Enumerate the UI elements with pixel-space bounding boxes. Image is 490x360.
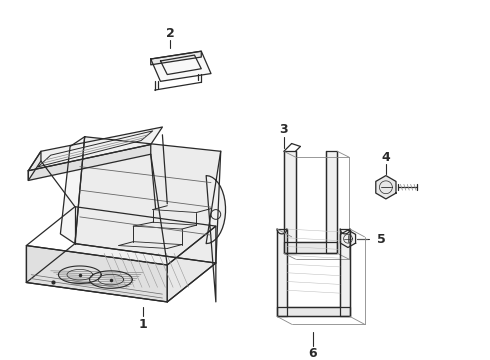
Text: 3: 3 [280,123,288,136]
Polygon shape [75,137,221,263]
Polygon shape [167,226,216,302]
Polygon shape [26,244,216,302]
Text: 5: 5 [377,233,386,246]
Polygon shape [60,137,85,244]
Polygon shape [376,176,396,199]
Polygon shape [151,51,201,65]
Polygon shape [28,127,162,171]
Text: 2: 2 [166,27,174,40]
Text: 6: 6 [309,347,318,360]
Polygon shape [326,151,337,253]
Polygon shape [277,229,287,316]
Polygon shape [151,51,211,81]
Polygon shape [28,144,151,180]
Text: 1: 1 [139,318,147,331]
Polygon shape [206,151,225,302]
Polygon shape [340,229,350,316]
Polygon shape [28,151,41,180]
Polygon shape [341,230,356,247]
Text: 4: 4 [382,150,390,164]
Polygon shape [284,151,295,253]
Polygon shape [284,242,337,253]
Polygon shape [277,307,350,316]
Polygon shape [26,246,167,302]
